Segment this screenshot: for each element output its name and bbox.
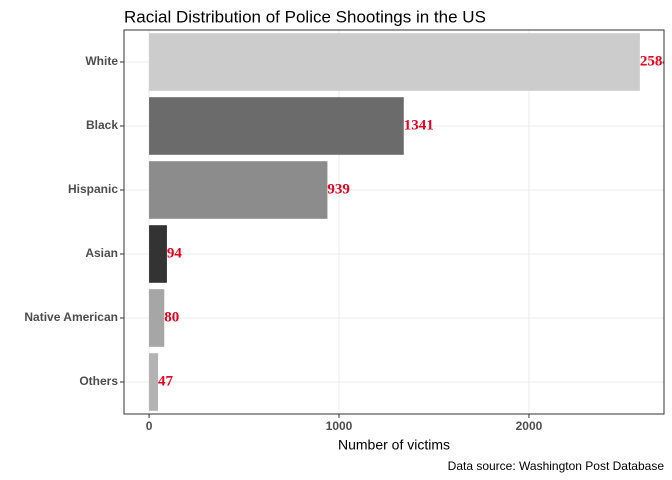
- y-tick-label: Others: [79, 374, 118, 388]
- bar: [149, 33, 640, 91]
- bar: [149, 225, 167, 283]
- chart-title: Racial Distribution of Police Shootings …: [124, 7, 486, 26]
- y-tick-label: Hispanic: [68, 182, 118, 196]
- panel-border: [123, 29, 665, 415]
- bar: [149, 353, 158, 411]
- value-label: 2584: [640, 53, 671, 69]
- bars: 2584 1341 939 94 80 47: [149, 33, 671, 411]
- y-tick-label: Black: [86, 118, 118, 132]
- caption: Data source: Washington Post Database: [448, 459, 665, 473]
- value-label: 94: [167, 245, 183, 261]
- y-tick-label: White: [85, 54, 118, 68]
- y-tick-label: Native American: [24, 310, 118, 324]
- bar: [149, 289, 165, 347]
- value-label: 1341: [404, 117, 434, 133]
- x-axis-label: Number of victims: [338, 437, 450, 453]
- bar: [149, 97, 404, 155]
- x-tick-label: 1000: [326, 419, 353, 433]
- y-tick-label: Asian: [85, 246, 118, 260]
- value-label: 939: [327, 181, 350, 197]
- bar: [149, 161, 328, 219]
- value-label: 80: [164, 309, 179, 325]
- x-tick-label: 0: [146, 419, 153, 433]
- x-tick-label: 2000: [516, 419, 543, 433]
- value-label: 47: [158, 373, 174, 389]
